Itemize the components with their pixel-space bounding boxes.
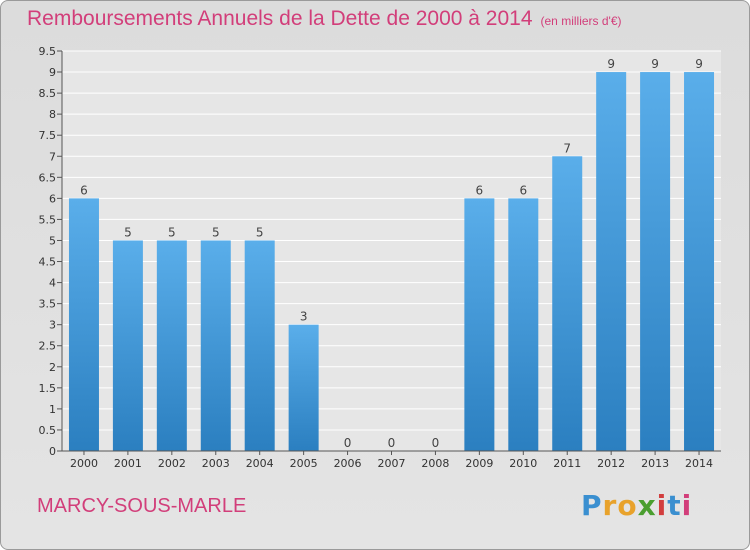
y-tick-label: 3.5 [39,298,57,311]
y-tick-label: 0.5 [39,424,57,437]
x-tick-label: 2011 [553,457,581,470]
bar-value-label: 5 [168,225,176,239]
logo-letter: r [602,489,618,522]
y-tick-label: 2 [49,361,56,374]
bar-value-label: 7 [563,141,571,155]
proxiti-logo: Proxiti [581,489,692,522]
bar [112,240,143,451]
y-tick-label: 9.5 [39,45,57,58]
bar-value-label: 5 [212,225,220,239]
logo-letter: t [667,489,682,522]
y-tick-label: 4 [49,277,56,290]
logo-letter: i [656,489,668,522]
bar-value-label: 9 [695,57,703,71]
x-tick-label: 2002 [158,457,186,470]
bar-value-label: 3 [300,310,308,324]
x-tick-label: 2000 [70,457,98,470]
y-tick-label: 7 [49,150,56,163]
bar [508,198,539,451]
bar [596,72,627,451]
y-tick-label: 7.5 [39,129,57,142]
y-tick-label: 6 [49,192,56,205]
y-tick-label: 1.5 [39,382,57,395]
y-tick-label: 5 [49,234,56,247]
bar-value-label: 6 [80,183,88,197]
logo-letter: o [617,489,638,522]
bar [640,72,671,451]
bar-value-label: 6 [519,183,527,197]
y-tick-label: 0 [49,445,56,458]
bar-value-label: 5 [256,225,264,239]
bar [68,198,99,451]
x-tick-label: 2014 [685,457,713,470]
x-tick-label: 2013 [641,457,669,470]
y-tick-label: 2.5 [39,340,57,353]
y-tick-label: 1 [49,403,56,416]
y-tick-label: 3 [49,319,56,332]
bar-value-label: 0 [432,436,440,450]
bar-value-label: 0 [388,436,396,450]
x-tick-label: 2001 [114,457,142,470]
x-tick-label: 2009 [465,457,493,470]
x-tick-label: 2006 [334,457,362,470]
y-tick-label: 5.5 [39,213,57,226]
y-tick-label: 9 [49,66,56,79]
logo-letter: x [637,489,657,522]
y-tick-label: 6.5 [39,171,57,184]
y-tick-label: 8.5 [39,87,57,100]
logo-letter: P [581,489,603,522]
bar-value-label: 0 [344,436,352,450]
bar [552,156,583,451]
y-tick-label: 8 [49,108,56,121]
bar-value-label: 6 [476,183,484,197]
bar [244,240,275,451]
place-name: MARCY-SOUS-MARLE [37,495,247,517]
chart-title: Remboursements Annuels de la Dette de 20… [27,7,622,31]
x-tick-label: 2012 [597,457,625,470]
x-tick-label: 2003 [202,457,230,470]
x-tick-label: 2010 [509,457,537,470]
logo-letter: i [681,489,693,522]
x-tick-label: 2008 [421,457,449,470]
y-tick-label: 4.5 [39,256,57,269]
bar [200,240,231,451]
bar-value-label: 9 [651,57,659,71]
bar-value-label: 5 [124,225,132,239]
bar-value-label: 9 [607,57,615,71]
bar [156,240,187,451]
bar [288,324,319,451]
chart-subtitle: (en milliers d'€) [540,14,622,28]
x-tick-label: 2004 [246,457,274,470]
x-tick-label: 2005 [290,457,318,470]
bar [464,198,495,451]
bar [684,72,715,451]
x-tick-label: 2007 [378,457,406,470]
title-text: Remboursements Annuels de la Dette de 20… [27,7,533,30]
